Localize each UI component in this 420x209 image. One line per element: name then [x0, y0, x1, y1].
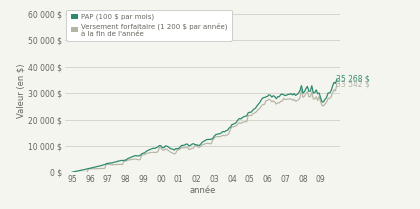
- Text: 33 542 $: 33 542 $: [336, 79, 370, 88]
- X-axis label: année: année: [189, 186, 216, 195]
- Text: 35 268 $: 35 268 $: [336, 75, 370, 84]
- Legend: PAP (100 $ par mois), Versement forfaitaire (1 200 $ par année)
à la fin de l'an: PAP (100 $ par mois), Versement forfaita…: [66, 10, 232, 41]
- Y-axis label: Valeur (en $): Valeur (en $): [16, 63, 26, 118]
